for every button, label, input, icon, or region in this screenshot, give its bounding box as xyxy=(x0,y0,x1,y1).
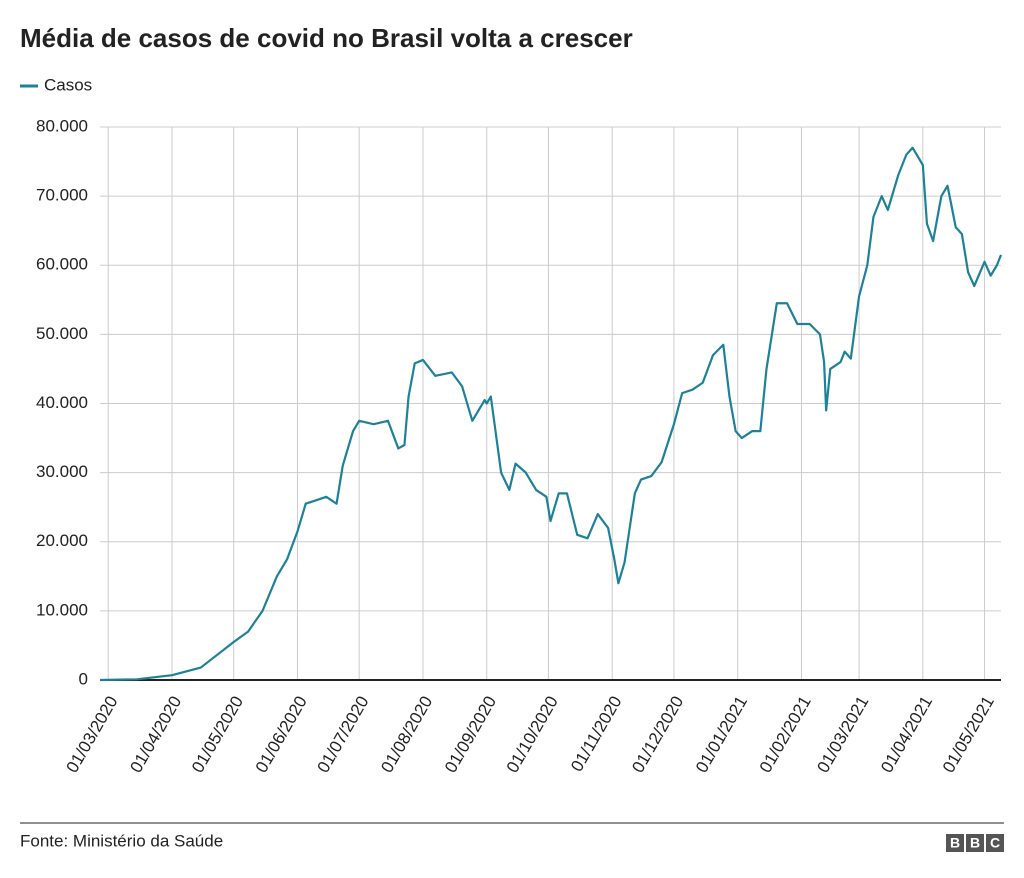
x-tick-label: 01/06/2020 xyxy=(252,693,311,776)
x-tick-label: 01/01/2021 xyxy=(692,693,751,776)
x-tick-label: 01/04/2020 xyxy=(126,693,185,776)
x-tick-label: 01/05/2020 xyxy=(188,693,247,776)
logo-letter: B xyxy=(950,835,960,851)
x-tick-label: 01/03/2021 xyxy=(813,693,872,776)
logo-letter: C xyxy=(990,835,1000,851)
x-tick-label: 01/12/2020 xyxy=(628,693,687,776)
x-tick-label: 01/07/2020 xyxy=(314,693,373,776)
y-tick-label: 0 xyxy=(79,669,88,688)
logo-box xyxy=(966,834,984,852)
x-tick-label: 01/11/2020 xyxy=(567,693,625,775)
source: Fonte: Ministério da Saúde xyxy=(20,831,223,850)
y-tick-label: 40.000 xyxy=(36,393,88,412)
x-tick-label: 01/02/2021 xyxy=(756,693,815,776)
y-tick-label: 20.000 xyxy=(36,531,88,550)
logo-box xyxy=(946,834,964,852)
x-tick-label: 01/09/2020 xyxy=(441,693,500,776)
logo-letter: B xyxy=(970,835,980,851)
y-tick-label: 30.000 xyxy=(36,462,88,481)
x-tick-label: 01/08/2020 xyxy=(377,693,436,776)
series-line xyxy=(99,146,1003,682)
x-tick-label: 01/03/2020 xyxy=(63,693,122,776)
x-tick-label: 01/04/2021 xyxy=(877,693,936,776)
y-tick-label: 80.000 xyxy=(36,116,88,135)
x-tick-label: 01/10/2020 xyxy=(503,693,562,776)
x-tick-label: 01/05/2021 xyxy=(939,693,998,776)
y-tick-label: 70.000 xyxy=(36,186,88,205)
y-tick-label: 60.000 xyxy=(36,255,88,274)
logo-box xyxy=(986,834,1004,852)
chart-title: Média de casos de covid no Brasil volta … xyxy=(20,23,633,53)
legend-label: Casos xyxy=(44,75,92,94)
y-tick-label: 10.000 xyxy=(36,600,88,619)
y-tick-label: 50.000 xyxy=(36,324,88,343)
